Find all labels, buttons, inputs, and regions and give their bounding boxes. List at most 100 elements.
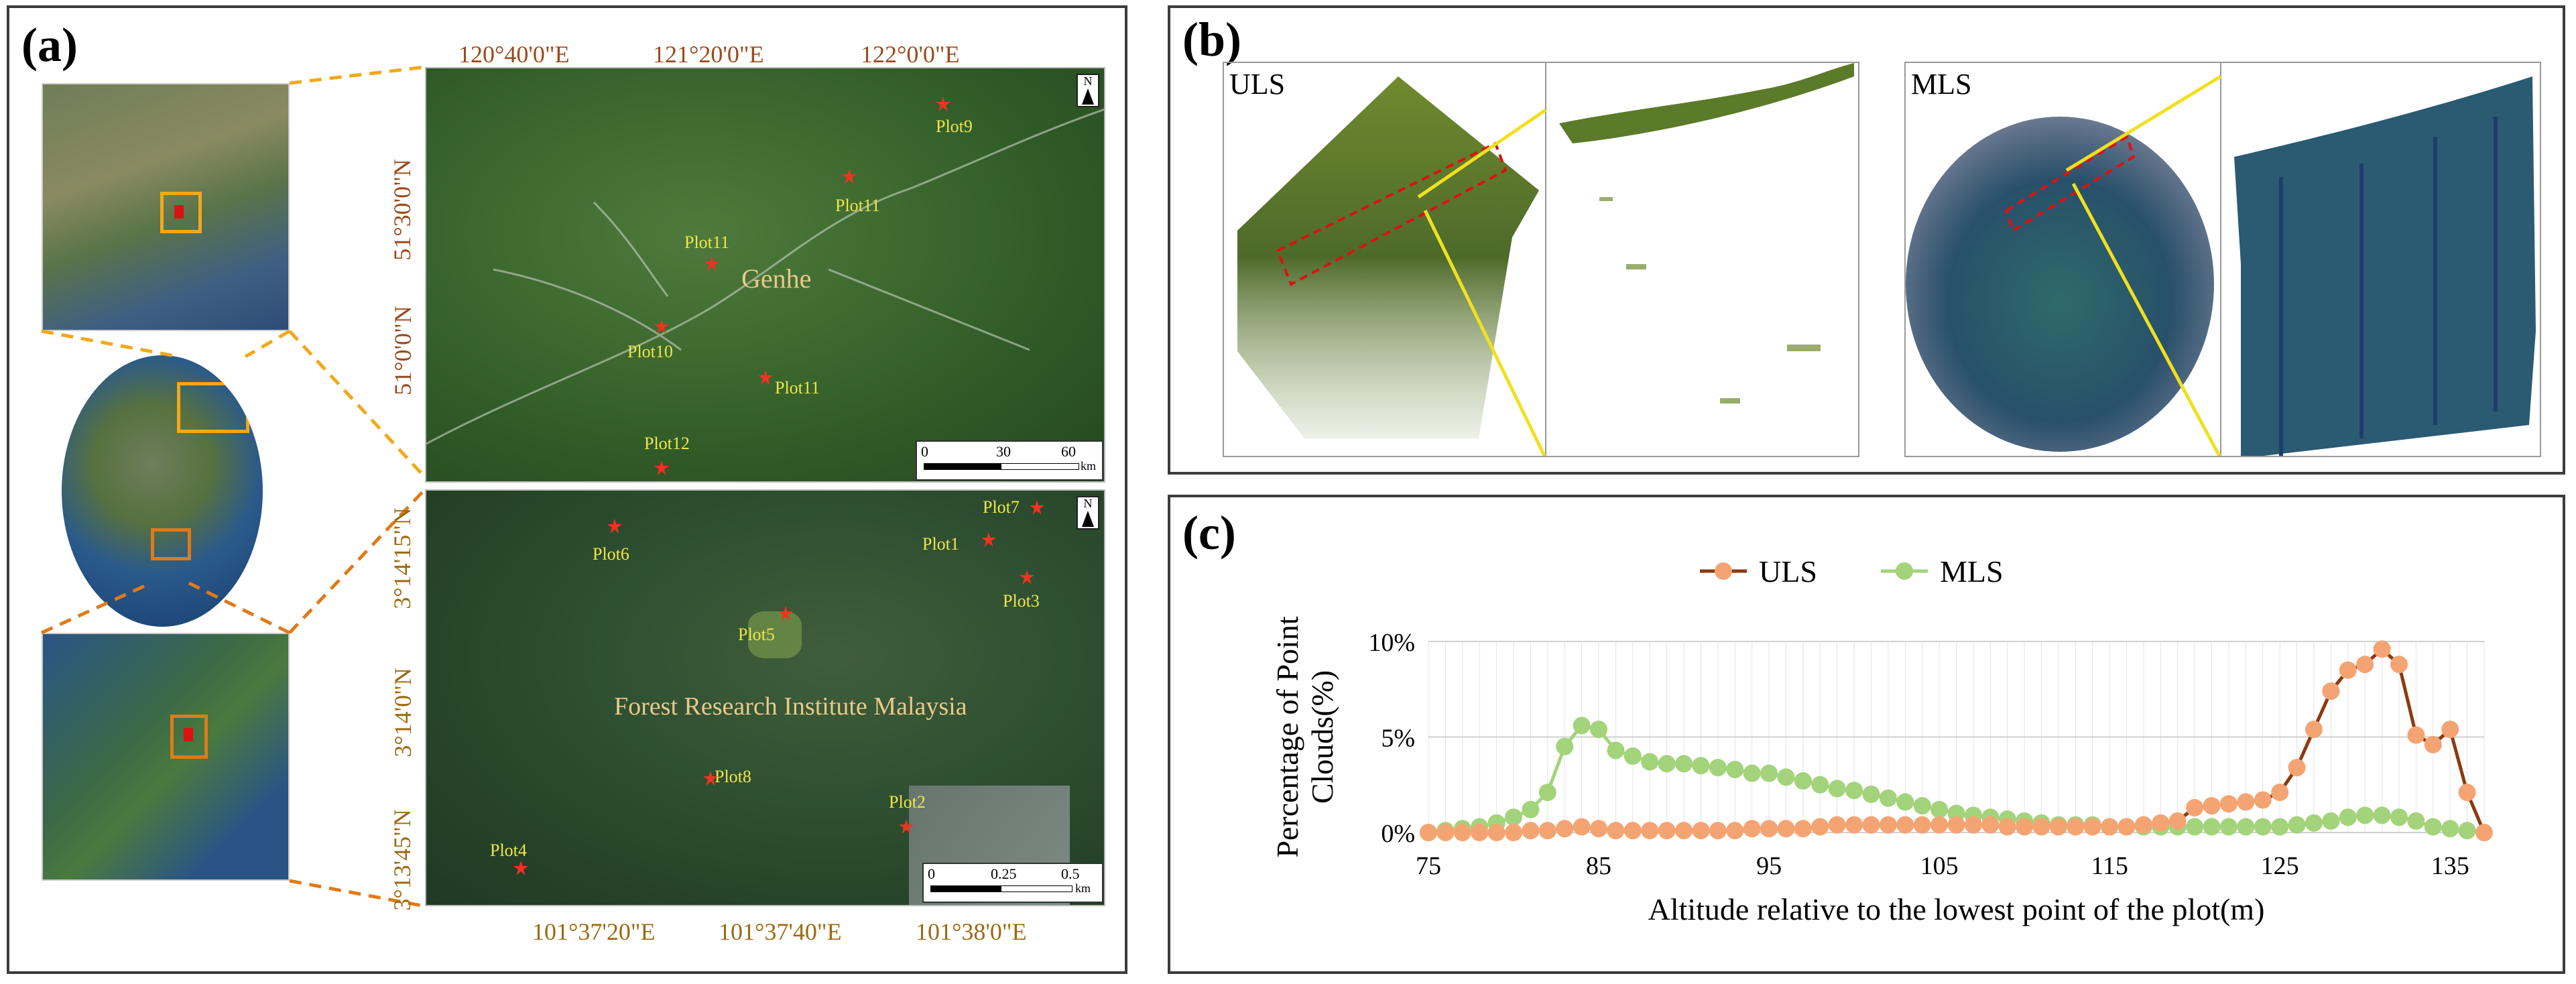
x-tick-label: 95 <box>1756 852 1782 880</box>
data-point-uls <box>1623 822 1642 840</box>
legend-label-uls: ULS <box>1759 554 1817 589</box>
y-tick-label: 5% <box>1381 725 1415 753</box>
data-point-uls <box>1658 822 1676 840</box>
data-point-uls <box>1930 816 1949 834</box>
data-point-mls <box>1896 793 1914 811</box>
top-lon-tick-3: 122°0'0"E <box>861 41 960 68</box>
panel-b-label: (b) <box>1182 13 1241 66</box>
data-point-uls <box>1947 816 1965 834</box>
data-point-mls <box>1556 737 1574 755</box>
panel-c-label: (c) <box>1182 506 1236 560</box>
data-point-uls <box>1505 824 1523 841</box>
data-point-uls <box>1811 818 1829 836</box>
top-plot11c-label: Plot11 <box>775 378 820 397</box>
bottom-plot8-marker <box>703 771 718 786</box>
data-point-uls <box>2475 824 2493 841</box>
data-point-mls <box>2219 818 2237 836</box>
top-plot9-label: Plot9 <box>936 117 973 136</box>
data-point-uls <box>1522 822 1540 840</box>
top-plot10-label: Plot10 <box>627 342 673 361</box>
globe-inset <box>62 355 263 627</box>
x-tick-label: 125 <box>2261 852 2299 880</box>
panel-b: (b) ULS <box>1168 5 2565 475</box>
data-point-uls <box>1420 824 1437 841</box>
bottom-plot5-marker <box>778 606 793 621</box>
data-point-uls <box>1471 824 1489 841</box>
data-point-uls <box>2168 812 2187 830</box>
top-plot11a-label: Plot11 <box>835 196 880 215</box>
x-tick-label: 105 <box>1920 852 1959 880</box>
data-point-mls <box>1777 768 1795 786</box>
x-axis-label: Altitude relative to the lowest point of… <box>1648 892 2265 926</box>
data-point-uls <box>2219 795 2237 813</box>
data-point-uls <box>1913 816 1931 834</box>
data-point-mls <box>2271 818 2289 836</box>
data-point-mls <box>1879 789 1897 807</box>
data-point-uls <box>2322 682 2340 700</box>
data-point-uls <box>1879 816 1897 834</box>
asia-inset-marker <box>174 205 184 219</box>
top-lat-tick-2: 51°0'0"N <box>389 306 416 395</box>
data-point-mls <box>2458 822 2476 840</box>
bottom-scalebar: 0 0.25 0.5 km <box>922 863 1103 903</box>
data-point-mls <box>1607 741 1625 759</box>
data-point-uls <box>1675 822 1693 840</box>
bottom-plot4-label: Plot4 <box>490 841 527 860</box>
genhe-rivers <box>426 108 1104 445</box>
data-point-uls <box>1590 820 1608 838</box>
top-lat-tick-1: 51°30'0"N <box>388 159 416 261</box>
bottom-plot8-label: Plot8 <box>715 767 751 786</box>
data-point-mls <box>1658 755 1676 773</box>
data-point-uls <box>2356 656 2374 674</box>
data-point-mls <box>1743 764 1761 782</box>
data-point-mls <box>2356 806 2374 824</box>
genhe-label: Genhe <box>741 263 812 294</box>
globe-malaysia-box <box>151 528 191 560</box>
data-point-uls <box>2305 721 2323 739</box>
data-point-uls <box>1981 816 2000 834</box>
data-point-mls <box>2424 818 2442 836</box>
malaysia-inset-map <box>42 633 290 881</box>
bottom-plot7-label: Plot7 <box>983 497 1020 517</box>
x-tick-label: 115 <box>2091 852 2128 880</box>
data-point-uls <box>1709 822 1727 840</box>
genhe-satellite-map: Genhe Plot9 Plot11 Plot11 Plot10 Plot11 … <box>425 67 1105 483</box>
data-point-mls <box>2305 814 2323 832</box>
data-point-uls <box>2203 797 2221 815</box>
data-point-mls <box>2254 818 2272 836</box>
top-plot11c-marker <box>758 370 773 385</box>
bottom-plot5-label: Plot5 <box>738 625 775 644</box>
mls-point-cloud-box: MLS <box>1904 62 2541 457</box>
data-point-uls <box>1760 820 1778 838</box>
top-scalebar: 0 30 60 km <box>916 440 1103 481</box>
data-point-uls <box>1692 822 1710 840</box>
data-point-uls <box>2186 798 2204 816</box>
data-point-mls <box>1623 747 1642 765</box>
data-point-mls <box>1930 800 1949 818</box>
bottom-lat-tick-2: 3°14'0"N <box>389 668 416 757</box>
data-point-mls <box>1538 784 1556 802</box>
data-point-uls <box>2254 791 2272 809</box>
data-point-mls <box>2237 818 2255 836</box>
altitude-distribution-chart: 0% 5% 10% 75 85 95 105 115 125 135 Altitude relati… <box>1270 554 2493 926</box>
frim-satellite-map: Forest Research Institute Malaysia Plot7… <box>425 489 1105 906</box>
data-point-uls <box>1436 824 1455 841</box>
inset-connectors <box>40 65 426 908</box>
data-point-uls <box>1453 824 1471 841</box>
data-point-uls <box>1964 816 1982 834</box>
data-point-uls <box>1862 816 1880 834</box>
bottom-lon-tick-3: 101°38'0"E <box>916 918 1027 945</box>
data-point-mls <box>2390 808 2408 826</box>
data-point-mls <box>1709 759 1727 777</box>
bottom-plot1-marker <box>981 532 996 547</box>
top-plot12-label: Plot12 <box>644 434 690 453</box>
data-point-uls <box>2083 818 2101 836</box>
data-point-uls <box>1487 824 1506 841</box>
bottom-plot6-label: Plot6 <box>593 544 629 564</box>
uls-point-cloud <box>1237 63 1854 456</box>
data-point-mls <box>1726 760 1744 778</box>
bottom-plot1-label: Plot1 <box>922 534 959 554</box>
data-point-mls <box>2407 812 2425 830</box>
data-point-uls <box>2458 784 2476 802</box>
data-point-uls <box>2237 793 2255 811</box>
